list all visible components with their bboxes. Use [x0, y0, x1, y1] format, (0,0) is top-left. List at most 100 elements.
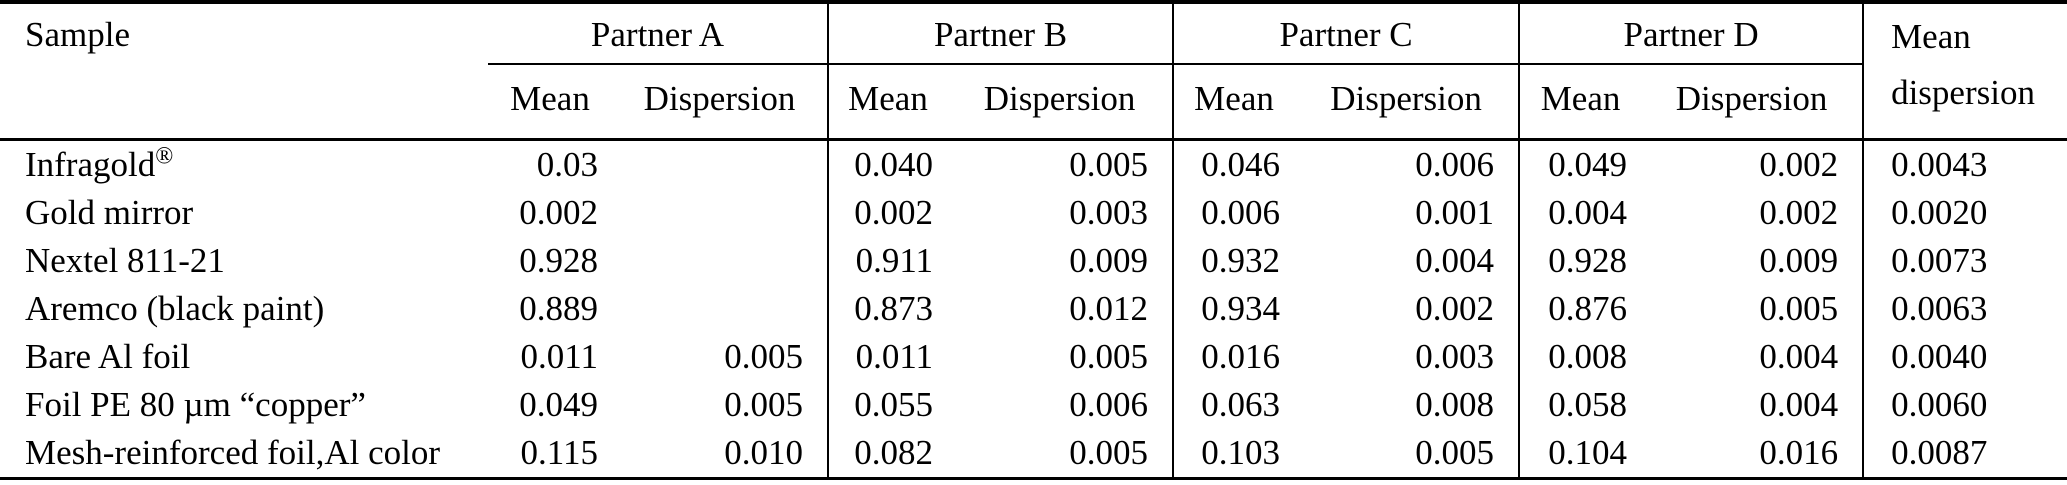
partner-b-dispersion-cell: 0.006: [947, 381, 1175, 429]
partner-d-dispersion-cell: 0.016: [1641, 429, 1865, 479]
partner-b-dispersion-cell: 0.003: [947, 189, 1175, 237]
sample-cell: Infragold®: [0, 140, 488, 190]
sample-cell: Gold mirror: [0, 189, 488, 237]
partner-d-mean-cell: 0.928: [1548, 241, 1628, 280]
partner-b-mean-cell: 0.002: [854, 193, 934, 232]
mean-dispersion-cell: 0.0063: [1891, 289, 1988, 328]
partner-d-mean-cell: 0.876: [1548, 289, 1628, 328]
sample-name: Mesh-reinforced foil,Al color: [25, 433, 440, 472]
partner-d-dispersion-cell: 0.002: [1641, 189, 1865, 237]
column-header-mean-a: Mean: [510, 79, 590, 119]
sample-name: Gold mirror: [25, 193, 194, 232]
table-header: Sample Partner A Partner B Partner C Par…: [0, 2, 2067, 140]
partner-c-dispersion-cell: 0.006: [1294, 139, 1521, 189]
partner-c-dispersion-cell: 0.003: [1294, 333, 1521, 381]
partner-d-mean-cell: 0.004: [1548, 193, 1628, 232]
partner-c-dispersion-cell: 0.005: [1294, 429, 1521, 479]
column-header-dispersion-a: Dispersion: [612, 63, 830, 140]
column-header-dispersion-c: Dispersion: [1294, 63, 1521, 140]
partner-d-dispersion-cell: 0.004: [1641, 381, 1865, 429]
partner-b-dispersion-cell: 0.005: [947, 139, 1175, 189]
column-header-mean-c: Mean: [1194, 79, 1274, 119]
partner-a-dispersion-cell: [612, 189, 830, 237]
partner-a-mean-cell: 0.049: [519, 385, 598, 424]
partner-a-dispersion-cell: 0.005: [612, 381, 830, 429]
table-body: Infragold® 0.03 0.040 0.005 0.046 0.006 …: [0, 139, 2067, 479]
column-header-dispersion-d: Dispersion: [1641, 63, 1865, 140]
partner-a-dispersion-cell: [612, 285, 830, 333]
sample-cell: Bare Al foil: [0, 333, 488, 381]
partner-a-mean-cell: 0.03: [536, 145, 598, 184]
partner-a-dispersion-cell: [612, 139, 830, 189]
mean-dispersion-cell: 0.0020: [1891, 193, 1988, 232]
sample-name: Nextel 811-21: [25, 241, 225, 280]
partner-b-mean-cell: 0.082: [854, 433, 934, 472]
column-header-mean-d: Mean: [1540, 79, 1621, 119]
table-row: Infragold® 0.03 0.040 0.005 0.046 0.006 …: [0, 139, 2067, 190]
partner-c-mean-cell: 0.016: [1201, 337, 1281, 376]
sample-cell: Aremco (black paint): [0, 285, 488, 333]
partner-b-dispersion-cell: 0.009: [947, 237, 1175, 285]
partner-c-mean-cell: 0.934: [1201, 289, 1281, 328]
partner-a-mean-cell: 0.002: [519, 193, 598, 232]
partner-d-mean-cell: 0.049: [1548, 145, 1628, 184]
sample-cell: Mesh-reinforced foil,Al color: [0, 429, 488, 479]
group-header-row: Sample Partner A Partner B Partner C Par…: [0, 2, 2067, 140]
column-header-mean-b: Mean: [848, 79, 928, 119]
partner-d-dispersion-cell: 0.002: [1641, 139, 1865, 189]
partner-d-mean-cell: 0.104: [1548, 433, 1628, 472]
column-header-dispersion-b: Dispersion: [947, 63, 1175, 140]
mean-dispersion-cell: 0.0060: [1891, 385, 1988, 424]
sample-name: Aremco (black paint): [25, 289, 325, 328]
partner-a-mean-cell: 0.889: [519, 289, 598, 328]
partner-c-mean-cell: 0.932: [1201, 241, 1281, 280]
partner-b-mean-cell: 0.055: [854, 385, 934, 424]
table-row: Bare Al foil 0.011 0.005 0.011 0.005 0.0…: [0, 333, 2067, 381]
partner-d-dispersion-cell: 0.004: [1641, 333, 1865, 381]
table-row: Nextel 811-21 0.928 0.911 0.009 0.932 0.…: [0, 237, 2067, 285]
mean-dispersion-cell: 0.0040: [1891, 337, 1988, 376]
partner-b-dispersion-cell: 0.005: [947, 333, 1175, 381]
column-header-sample: Sample: [25, 15, 130, 54]
registered-trademark-symbol: ®: [155, 143, 174, 170]
partner-c-dispersion-cell: 0.002: [1294, 285, 1521, 333]
sample-name: Bare Al foil: [25, 337, 191, 376]
partner-b-mean-cell: 0.911: [855, 241, 934, 280]
partner-d-dispersion-cell: 0.005: [1641, 285, 1865, 333]
partner-b-dispersion-cell: 0.005: [947, 429, 1175, 479]
partner-a-dispersion-cell: 0.005: [612, 333, 830, 381]
sample-cell: Nextel 811-21: [0, 237, 488, 285]
partner-c-dispersion-cell: 0.008: [1294, 381, 1521, 429]
group-header-partner-a: Partner A: [488, 2, 830, 65]
partner-c-mean-cell: 0.006: [1201, 193, 1281, 232]
partner-b-mean-cell: 0.873: [854, 289, 934, 328]
column-header-mean-dispersion: Mean dispersion: [1862, 2, 2067, 140]
partner-a-mean-cell: 0.011: [520, 337, 598, 376]
partner-a-dispersion-cell: 0.010: [612, 429, 830, 479]
partner-b-mean-cell: 0.011: [855, 337, 934, 376]
partner-d-mean-cell: 0.008: [1548, 337, 1628, 376]
partner-c-mean-cell: 0.046: [1201, 145, 1281, 184]
sample-cell: Foil PE 80 µm “copper”: [0, 381, 488, 429]
partner-d-mean-cell: 0.058: [1548, 385, 1628, 424]
group-header-partner-c: Partner C: [1173, 2, 1521, 65]
partner-d-dispersion-cell: 0.009: [1641, 237, 1865, 285]
partner-c-mean-cell: 0.063: [1201, 385, 1281, 424]
table-row: Foil PE 80 µm “copper” 0.049 0.005 0.055…: [0, 381, 2067, 429]
partner-b-dispersion-cell: 0.012: [947, 285, 1175, 333]
partner-c-dispersion-cell: 0.001: [1294, 189, 1521, 237]
sample-name: Foil PE 80 µm “copper”: [25, 385, 366, 424]
partner-a-mean-cell: 0.115: [520, 433, 598, 472]
table-row: Mesh-reinforced foil,Al color 0.115 0.01…: [0, 429, 2067, 479]
partner-b-mean-cell: 0.040: [854, 145, 934, 184]
table-row: Gold mirror 0.002 0.002 0.003 0.006 0.00…: [0, 189, 2067, 237]
mean-dispersion-cell: 0.0043: [1891, 145, 1988, 184]
group-header-partner-d: Partner D: [1519, 2, 1865, 65]
mean-dispersion-line2: dispersion: [1891, 73, 2035, 112]
partner-c-mean-cell: 0.103: [1201, 433, 1281, 472]
mean-dispersion-line1: Mean: [1891, 17, 1971, 56]
group-header-partner-b: Partner B: [828, 2, 1175, 65]
partner-a-dispersion-cell: [612, 237, 830, 285]
table-row: Aremco (black paint) 0.889 0.873 0.012 0…: [0, 285, 2067, 333]
